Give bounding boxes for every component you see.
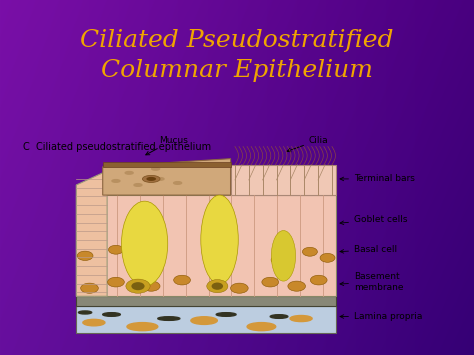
Ellipse shape (211, 283, 223, 290)
Ellipse shape (134, 184, 142, 186)
FancyBboxPatch shape (76, 306, 337, 333)
Text: Cilia: Cilia (287, 136, 328, 152)
Ellipse shape (131, 282, 145, 290)
Ellipse shape (320, 253, 335, 262)
Ellipse shape (126, 279, 150, 293)
FancyBboxPatch shape (76, 296, 337, 306)
Ellipse shape (173, 275, 191, 285)
Text: Lamina propria: Lamina propria (340, 312, 422, 321)
Text: Columnar Epithelium: Columnar Epithelium (101, 60, 373, 82)
Ellipse shape (262, 277, 279, 287)
Ellipse shape (247, 323, 276, 331)
Text: Basal cell: Basal cell (340, 245, 397, 254)
Ellipse shape (142, 281, 160, 291)
Ellipse shape (173, 182, 182, 184)
FancyBboxPatch shape (230, 165, 337, 195)
Ellipse shape (201, 195, 238, 284)
Ellipse shape (216, 313, 236, 316)
Polygon shape (103, 159, 230, 195)
FancyBboxPatch shape (76, 195, 337, 296)
Ellipse shape (191, 317, 217, 324)
Text: Ciliated Pseudostratified: Ciliated Pseudostratified (80, 29, 394, 52)
Ellipse shape (108, 277, 124, 287)
Ellipse shape (302, 247, 318, 256)
Ellipse shape (81, 283, 98, 293)
Ellipse shape (83, 320, 105, 326)
Ellipse shape (109, 245, 123, 254)
FancyBboxPatch shape (103, 162, 230, 167)
Ellipse shape (77, 251, 93, 261)
Text: Goblet cells: Goblet cells (340, 215, 408, 225)
Text: Basement
membrane: Basement membrane (340, 272, 403, 292)
Ellipse shape (103, 313, 120, 316)
Polygon shape (76, 171, 107, 296)
Ellipse shape (270, 315, 288, 318)
Ellipse shape (158, 317, 180, 320)
Ellipse shape (142, 175, 160, 182)
Ellipse shape (152, 168, 160, 170)
Ellipse shape (207, 280, 228, 293)
Text: Terminal bars: Terminal bars (340, 174, 415, 184)
Ellipse shape (125, 171, 133, 174)
Ellipse shape (271, 230, 296, 281)
Ellipse shape (127, 323, 158, 331)
Ellipse shape (112, 180, 120, 182)
Text: Mucus: Mucus (146, 136, 188, 155)
Ellipse shape (156, 178, 164, 180)
Ellipse shape (230, 283, 248, 293)
Ellipse shape (288, 281, 305, 291)
Text: C  Ciliated pseudostratified epithelium: C Ciliated pseudostratified epithelium (23, 142, 211, 153)
Ellipse shape (121, 201, 168, 286)
Ellipse shape (146, 177, 156, 181)
Ellipse shape (290, 316, 312, 322)
Ellipse shape (79, 311, 91, 314)
Ellipse shape (310, 275, 327, 285)
Ellipse shape (271, 255, 287, 264)
